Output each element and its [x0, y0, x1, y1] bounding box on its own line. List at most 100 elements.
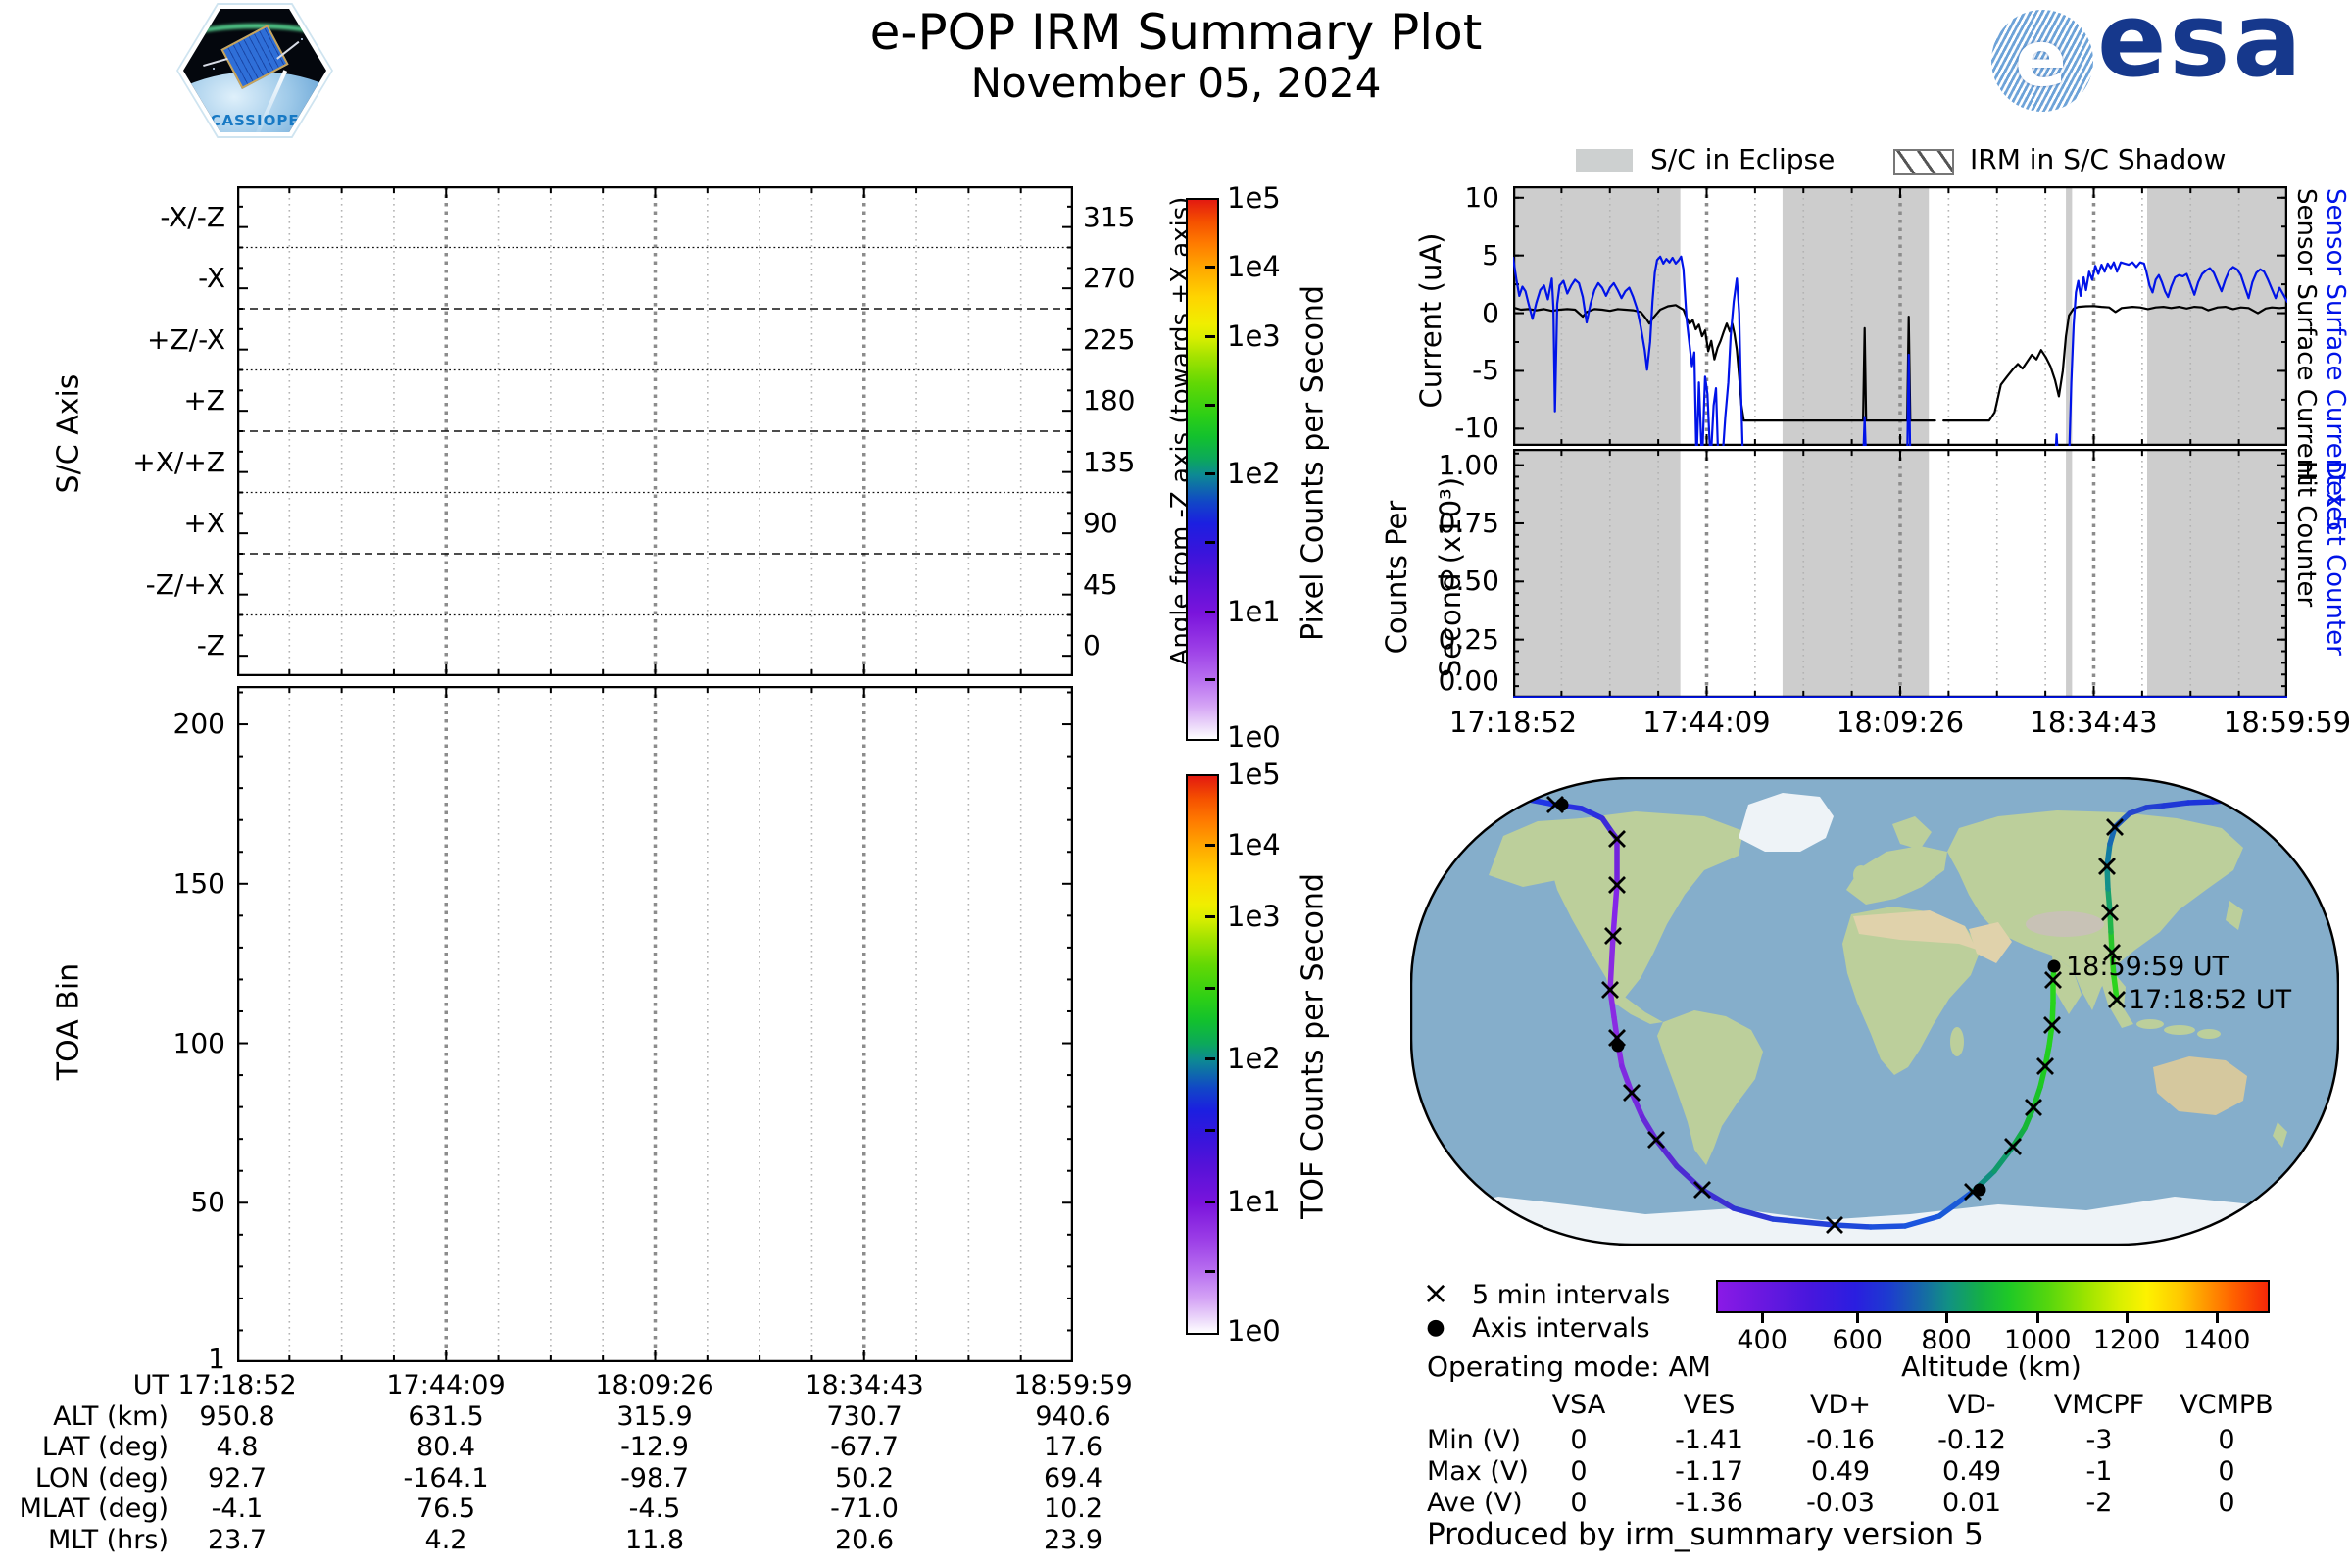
voltage-row-label: Max (V) — [1427, 1456, 1529, 1487]
voltage-value: -1.41 — [1675, 1425, 1743, 1455]
counts-plot[interactable] — [1513, 449, 2287, 698]
island-indonesia-1 — [2136, 1019, 2164, 1029]
eph-value: -4.5 — [628, 1494, 681, 1525]
eph-value: -67.7 — [830, 1432, 899, 1463]
voltage-value: 0.01 — [1941, 1488, 2002, 1518]
arabian-peninsula — [1969, 922, 2012, 963]
aurora-graphic — [183, 24, 326, 97]
current-ytick: -5 — [1472, 354, 1499, 387]
esa-globe-icon: e — [1991, 10, 2093, 112]
angle-ytick: 270 — [1083, 262, 1136, 295]
colorbar-tick-label: 1e1 — [1227, 1184, 1281, 1218]
voltage-col-header: VSA — [1551, 1390, 1606, 1420]
sc-axis-tick-labels: -X/-Z -X +Z/-X +Z +X/+Z +X -Z/+X -Z — [98, 186, 225, 676]
pixel-counts-colorbar — [1186, 198, 1219, 741]
voltage-value: -3 — [2085, 1425, 2113, 1455]
current-ytick: 0 — [1482, 296, 1499, 329]
colorbar-tick-mark — [1205, 265, 1215, 269]
eph-value: 17.6 — [1043, 1432, 1103, 1463]
map-base — [1411, 778, 2338, 1245]
voltage-row-label: Ave (V) — [1427, 1488, 1523, 1518]
alt-tick-label: 1400 — [2182, 1325, 2251, 1355]
angle-ytick: 135 — [1083, 445, 1136, 478]
angle-ytick: 90 — [1083, 507, 1118, 540]
footer-version: Produced by irm_summary version 5 — [1427, 1517, 1984, 1552]
altitude-colorbar — [1716, 1280, 2270, 1313]
continent-asia — [1947, 810, 2243, 1010]
continents — [1489, 810, 2287, 1165]
colorbar-tick-label: 1e1 — [1227, 594, 1281, 628]
voltage-value: 0 — [1570, 1425, 1588, 1455]
voltage-col-header: VCMPB — [2180, 1390, 2274, 1420]
colorbar-tick-mark — [1205, 677, 1215, 681]
colorbar-tick-label: 1e3 — [1227, 318, 1281, 353]
cassiope-mission-logo: CASSIOPE — [176, 3, 333, 138]
sc-ytick: +Z/-X — [147, 322, 225, 356]
eph-value: 4.2 — [424, 1525, 467, 1555]
sc-ytick: -Z — [196, 629, 225, 662]
eph-value: 23.7 — [207, 1525, 268, 1555]
colorbar-tick-label: 1e0 — [1227, 720, 1281, 754]
colorbar-tick-mark — [1205, 844, 1215, 848]
alt-tick-label: 600 — [1832, 1325, 1883, 1355]
eclipse-legend-swatch — [1576, 149, 1633, 172]
sc-axis-plot[interactable] — [237, 186, 1073, 676]
time-label: 17:18:52 — [1448, 706, 1578, 739]
esa-logo: e esa — [1991, 0, 2344, 119]
x-marker-icon: × — [1422, 1274, 1449, 1311]
eph-row-label: LON (deg) — [34, 1462, 169, 1494]
pixel-colorbar-label: Pixel Counts per Second — [1296, 285, 1331, 641]
eph-row-label: LAT (deg) — [41, 1432, 169, 1463]
voltage-col-header: VD+ — [1810, 1390, 1871, 1420]
eph-value: 950.8 — [199, 1400, 275, 1432]
colorbar-tick-mark — [1205, 471, 1215, 475]
island-new-zealand — [2273, 1122, 2287, 1148]
voltage-value: 0 — [2218, 1488, 2235, 1518]
colorbar-tick-label: 1e2 — [1227, 1041, 1281, 1075]
voltage-value: 0 — [2218, 1456, 2235, 1487]
tof-counts-colorbar — [1186, 774, 1219, 1335]
counts-ytick: 0.75 — [1438, 506, 1499, 539]
continent-africa — [1842, 906, 1981, 1075]
page-title: e-POP IRM Summary Plot — [869, 4, 1483, 61]
alt-tick-mark — [2216, 1313, 2220, 1323]
current-plot[interactable] — [1513, 186, 2287, 446]
esa-globe-e: e — [2015, 16, 2067, 104]
eph-value: 4.8 — [216, 1432, 259, 1463]
eph-value: 17:44:09 — [386, 1370, 506, 1400]
counts-ytick: 1.00 — [1438, 448, 1499, 481]
eph-value: 11.8 — [624, 1525, 685, 1555]
continent-europe — [1846, 846, 1947, 905]
dot-marker-icon: ● — [1426, 1315, 1446, 1340]
angle-ytick: 315 — [1083, 200, 1136, 233]
alt-tick-mark — [1945, 1313, 1949, 1323]
cassiope-wordmark: CASSIOPE — [210, 112, 300, 129]
sc-ytick: +X/+Z — [132, 445, 225, 478]
alt-tick-label: 400 — [1737, 1325, 1788, 1355]
continent-scandinavia — [1892, 816, 1932, 850]
current-ytick: -10 — [1454, 412, 1499, 445]
eph-value: 17:18:52 — [177, 1370, 297, 1400]
colorbar-tick-mark — [1205, 334, 1215, 338]
antarctica-ice — [1440, 1197, 2310, 1245]
colorbar-tick-mark — [1205, 915, 1215, 919]
sc-ytick: +Z — [183, 384, 225, 417]
alt-tick-mark — [1761, 1313, 1765, 1323]
angle-ytick: 45 — [1083, 567, 1118, 601]
tof-colorbar-label: TOF Counts per Second — [1296, 873, 1331, 1219]
colorbar-tick-label: 1e3 — [1227, 900, 1281, 934]
voltage-value: 0 — [2218, 1425, 2235, 1455]
colorbar-tick-mark — [1205, 1269, 1215, 1273]
greenland-ice — [1739, 793, 1834, 852]
island-japan — [2226, 901, 2243, 930]
axis-intervals-label: Axis intervals — [1472, 1313, 1650, 1344]
island-madagascar — [1950, 1027, 1964, 1056]
colorbar-tick-label: 1e5 — [1227, 758, 1281, 791]
colorbar-tick-mark — [1205, 1056, 1215, 1060]
eph-row-label: ALT (km) — [53, 1400, 169, 1432]
toa-bin-plot[interactable] — [237, 686, 1073, 1362]
colorbar-tick-label: 1e4 — [1227, 828, 1281, 862]
voltage-value: -1 — [2085, 1456, 2113, 1487]
